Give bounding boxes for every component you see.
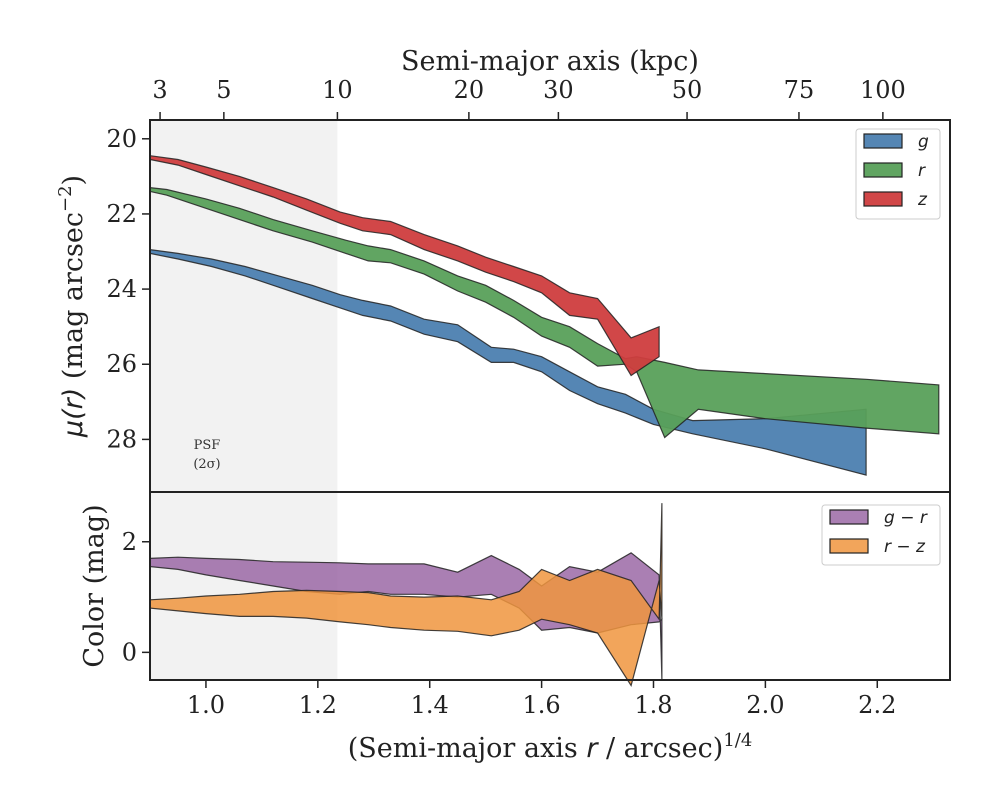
x-tick-label: 2.0 — [746, 691, 784, 719]
series-band-z — [149, 155, 660, 377]
top-x-tick-label: 5 — [216, 76, 231, 104]
y-tick-label: 22 — [106, 200, 137, 228]
series-band-g — [149, 248, 867, 476]
surface-brightness-series — [149, 155, 940, 476]
color-legend: g − r r − z — [821, 504, 941, 566]
psf-region-top — [150, 120, 338, 492]
color-series — [149, 503, 663, 687]
legend-label-gr: g − r — [884, 508, 928, 528]
color-y-tick-label: 2 — [122, 528, 137, 556]
top-x-tick-label: 75 — [784, 76, 815, 104]
legend-swatch-z — [863, 191, 903, 207]
bottom-panel-frame — [149, 491, 951, 681]
x-tick-label: 1.0 — [187, 691, 225, 719]
x-tick-label: 1.8 — [634, 691, 672, 719]
y-tick-label: 28 — [106, 425, 137, 453]
legend-label-r: r — [918, 161, 926, 181]
x-tick-label: 1.4 — [411, 691, 449, 719]
bottom-panel-ylabel: Color (mag) — [79, 504, 110, 667]
psf-label: PSF — [194, 438, 221, 453]
y-tick-label: 26 — [106, 350, 137, 378]
series-band-r — [149, 186, 940, 439]
top-x-tick-label: 100 — [860, 76, 906, 104]
legends: grz g − r r − z — [821, 128, 941, 566]
x-tick-label: 1.2 — [299, 691, 337, 719]
legend-swatch-rz — [829, 538, 869, 554]
bottom-axis-label: (Semi-major axis r / arcsec)1/4 — [348, 730, 753, 764]
axis-ticks: 1.0 1.2 1.4 1.6 1.8 2.0 2.23 5 10 20 30 50 75 1002022… — [106, 76, 905, 719]
legend-label-rz: r − z — [884, 537, 926, 557]
top-x-tick-label: 10 — [322, 76, 353, 104]
top-x-tick-label: 50 — [672, 76, 703, 104]
psf-sigma-label: (2σ) — [193, 457, 220, 472]
legend-label-g: g — [918, 132, 929, 152]
top-legend: grz — [855, 128, 941, 220]
color-y-tick-label: 0 — [122, 638, 137, 666]
legend-label-z: z — [917, 190, 928, 210]
top-x-tick-label: 20 — [454, 76, 485, 104]
top-axis-label: Semi-major axis (kpc) — [401, 46, 699, 77]
x-tick-label: 1.6 — [523, 691, 561, 719]
legend-swatch-g — [863, 133, 903, 149]
y-tick-label: 24 — [106, 275, 137, 303]
top-x-tick-label: 3 — [152, 76, 167, 104]
y-tick-label: 20 — [106, 125, 137, 153]
x-tick-label: 2.2 — [858, 691, 896, 719]
top-x-tick-label: 30 — [543, 76, 574, 104]
legend-swatch-r — [863, 162, 903, 178]
legend-swatch-gr — [829, 509, 869, 525]
top-panel-ylabel: μ(r) (mag arcsec−2) — [55, 175, 89, 438]
series-band-rz — [149, 503, 663, 687]
